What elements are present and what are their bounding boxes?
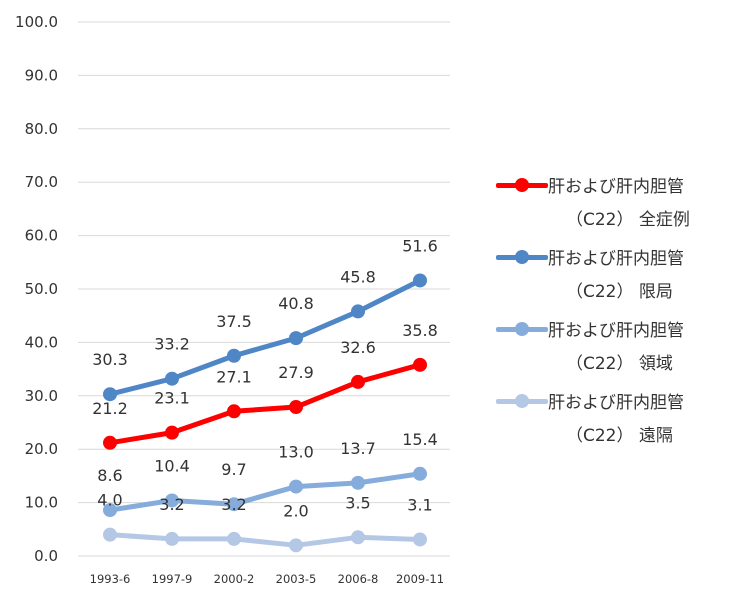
data-label: 3.1 [407, 495, 432, 514]
legend-label-line2: （C22） 全症例 [566, 210, 690, 230]
data-label: 8.6 [97, 466, 122, 485]
legend-label-line1: 肝および肝内胆管 [548, 321, 684, 341]
series-line [107, 362, 423, 446]
data-point [289, 538, 303, 553]
data-label: 2.0 [283, 501, 308, 520]
legend-swatch [496, 178, 548, 192]
series-line [107, 532, 423, 548]
legend-label-line2: （C22） 領域 [566, 354, 673, 374]
data-label: 4.0 [97, 491, 122, 510]
data-label: 30.3 [92, 350, 128, 369]
data-point [103, 527, 117, 542]
data-point [413, 532, 427, 547]
data-point [165, 493, 179, 508]
data-labels-layer: 21.2 23.1 27.1 27.9 32.6 35.8 30.3 33.2 37.5 40.8… [92, 236, 438, 520]
data-point [289, 400, 303, 415]
grid-lines [78, 21, 450, 557]
data-point [351, 475, 365, 490]
y-tick-label: 60.0 [25, 227, 58, 245]
data-point [165, 425, 179, 440]
data-point [103, 435, 117, 450]
series-layer [103, 273, 427, 553]
legend-label-line2: （C22） 限局 [566, 282, 673, 302]
x-axis-tick-labels: 1993-6 1997-9 2000-2 2003-5 2006-8 2009-11 [90, 572, 444, 586]
legend-swatch [496, 322, 548, 336]
data-point [289, 479, 303, 494]
data-label: 32.6 [340, 338, 376, 357]
data-point [227, 404, 241, 419]
y-tick-label: 90.0 [25, 66, 58, 84]
data-point [165, 531, 179, 546]
data-point [351, 530, 365, 545]
data-label: 37.5 [216, 312, 252, 331]
legend-label-line1: 肝および肝内胆管 [548, 393, 684, 413]
x-tick-label: 2000-2 [214, 572, 255, 586]
data-point [103, 503, 117, 518]
data-label: 3.2 [159, 495, 184, 514]
x-tick-label: 1993-6 [90, 572, 131, 586]
legend-item: 肝および肝内胆管 （C22） 限局 [496, 236, 742, 308]
data-label: 10.4 [154, 456, 190, 475]
data-point [351, 304, 365, 319]
data-label: 15.4 [402, 430, 438, 449]
legend: 肝および肝内胆管 （C22） 全症例 肝および肝内胆管 （C22） 限局 肝および肝内胆… [496, 164, 742, 452]
legend-item: 肝および肝内胆管 （C22） 全症例 [496, 164, 742, 236]
series-line [107, 277, 423, 397]
data-label: 21.2 [92, 399, 128, 418]
y-tick-label: 30.0 [25, 387, 58, 405]
data-point [351, 374, 365, 389]
data-point [413, 466, 427, 481]
data-label: 9.7 [221, 460, 246, 479]
data-label: 40.8 [278, 294, 314, 313]
legend-item: 肝および肝内胆管 （C22） 領域 [496, 308, 742, 380]
x-tick-label: 2006-8 [338, 572, 379, 586]
data-label: 3.2 [221, 495, 246, 514]
data-point [227, 348, 241, 363]
data-label: 27.1 [216, 367, 252, 386]
y-tick-label: 70.0 [25, 173, 58, 191]
y-tick-label: 40.0 [25, 333, 58, 351]
data-point [289, 331, 303, 346]
data-label: 27.9 [278, 363, 314, 382]
legend-swatch [496, 394, 548, 408]
data-label: 51.6 [402, 236, 438, 255]
y-tick-label: 80.0 [25, 120, 58, 138]
data-point [165, 371, 179, 386]
legend-label-line2: （C22） 遠隔 [566, 426, 673, 446]
data-label: 13.0 [278, 443, 314, 462]
legend-item: 肝および肝内胆管 （C22） 遠隔 [496, 380, 742, 452]
data-label: 35.8 [402, 321, 438, 340]
legend-label-line1: 肝および肝内胆管 [548, 177, 684, 197]
data-point [103, 387, 117, 402]
data-point [413, 273, 427, 288]
y-tick-label: 20.0 [25, 440, 58, 458]
x-tick-label: 2009-11 [396, 572, 444, 586]
series-line [107, 471, 423, 513]
legend-swatch [496, 250, 548, 264]
x-tick-label: 2003-5 [276, 572, 317, 586]
y-tick-label: 100.0 [15, 13, 58, 31]
y-tick-label: 50.0 [25, 280, 58, 298]
data-point [227, 497, 241, 512]
y-tick-label: 10.0 [25, 494, 58, 512]
data-label: 45.8 [340, 267, 376, 286]
data-label: 3.5 [345, 493, 370, 512]
data-label: 33.2 [154, 335, 190, 354]
legend-label-line1: 肝および肝内胆管 [548, 249, 684, 269]
y-tick-label: 0.0 [34, 547, 58, 565]
x-tick-label: 1997-9 [152, 572, 193, 586]
data-label: 23.1 [154, 389, 190, 408]
data-point [227, 531, 241, 546]
y-axis-tick-labels: 0.0 10.0 20.0 30.0 40.0 50.0 60.0 70.0 80.0 90.0 1… [15, 13, 58, 565]
data-label: 13.7 [340, 439, 376, 458]
data-point [413, 357, 427, 372]
